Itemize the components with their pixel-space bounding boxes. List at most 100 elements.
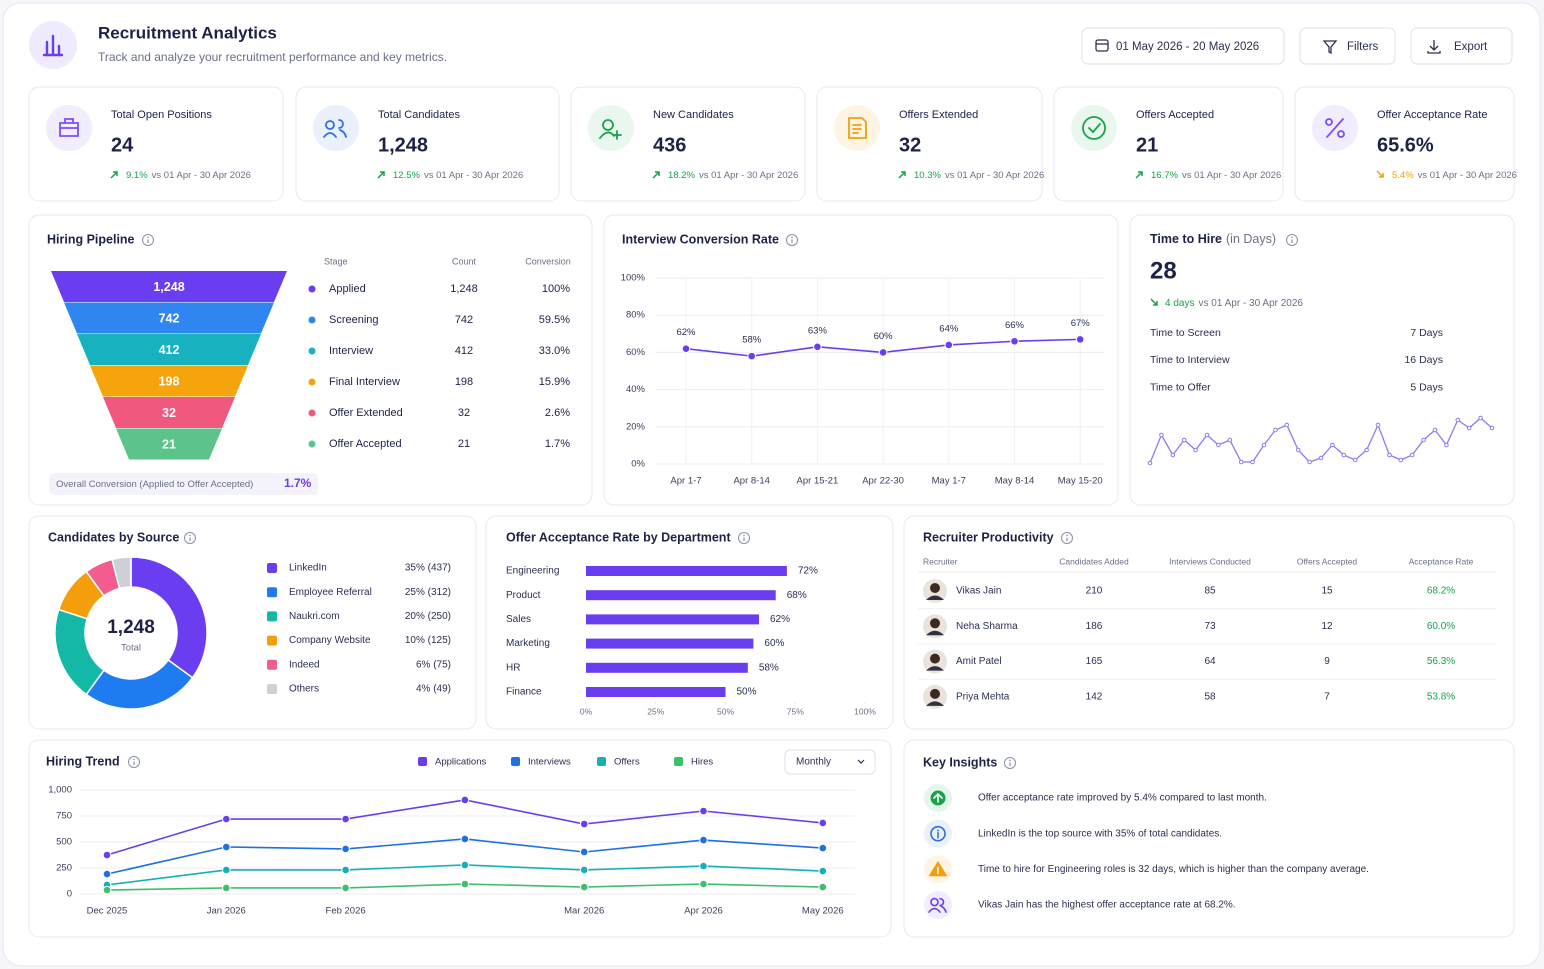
filters-button[interactable] [1299,27,1396,65]
kpi-label: Offer Acceptance Rate [1377,109,1487,121]
filter-icon [1322,40,1338,55]
legend-label: LinkedIn [289,563,327,574]
data-point [579,847,589,857]
x-tick-label: 100% [854,706,876,716]
table-cell: 64 [1204,656,1216,667]
overall-conversion [49,473,318,495]
trend-arrow [1135,171,1143,179]
sparkline-point [1250,459,1255,465]
kpi-change-value: 12.5% [393,170,420,181]
stage-time-label: Time to Screen [1150,327,1221,339]
sparkline-point [1170,452,1176,458]
data-label: 58% [742,335,762,346]
kpi-label: New Candidates [653,109,734,121]
legend-label: Interviews [528,757,571,768]
data-point [460,834,470,844]
sparkline-point [1273,427,1278,433]
sparkline-point [1421,437,1426,443]
data-label: 60% [874,331,894,342]
sparkline-point [1330,442,1335,448]
sparkline-point [1318,455,1324,461]
card [903,739,1515,938]
table-cell: 7 [1324,692,1330,703]
y-tick-label: 250 [56,863,72,874]
data-point [818,818,828,828]
data-point [813,342,822,352]
card-title: Key Insights [923,755,997,769]
kpi-label: Offers Extended [899,109,978,121]
sparkline-point [1216,442,1221,448]
stage-time-value: 5 Days [1410,381,1443,393]
export-icon [1427,40,1441,54]
stage-conversion: 100% [542,283,570,295]
category-label: Sales [506,614,531,625]
legend-label: Applications [435,757,486,768]
legend-swatch [267,611,277,622]
info-icon [142,234,154,246]
card-title: Offer Acceptance Rate by Department [506,530,731,544]
header-icon-glyph [42,34,64,57]
funnel-stage [116,428,222,460]
date-range-button[interactable] [1081,27,1285,65]
y-tick-label: 40% [626,384,646,395]
funnel-stage [51,271,287,302]
data-label: 63% [808,325,828,336]
y-tick-label: 0% [631,459,645,470]
data-point [579,865,589,875]
x-tick-label: May 15-20 [1058,476,1103,487]
funnel-label: 32 [162,406,176,420]
data-point [341,844,350,854]
y-tick-label: 20% [626,421,646,432]
kpi-change: 12.5% vs 01 Apr - 30 Apr 2026 [393,170,523,181]
sparkline-point [1307,459,1312,465]
legend-value: 35% (437) [405,563,451,574]
stage-name: Interview [329,345,373,357]
data-point [747,351,757,361]
insight-icon [924,891,952,920]
kpi-change-value: 5.4% [1392,170,1414,181]
data-point [944,340,954,350]
kpi-value: 32 [899,134,921,156]
insight-text: Time to hire for Engineering roles is 32… [978,864,1369,875]
trend-arrow [1150,298,1158,306]
kpi-icon [313,105,359,151]
column-header: Interviews Conducted [1169,556,1251,566]
time-to-hire-value: 28 [1150,257,1177,284]
info-icon [147,236,149,239]
funnel-stage [77,334,261,365]
info-icon [189,534,191,537]
time-to-hire-change: 4 days vs 01 Apr - 30 Apr 2026 [1165,298,1303,309]
kpi-icon-glyph [323,119,347,138]
bar-label: 58% [759,662,779,673]
x-tick-label: May 8-14 [995,476,1035,487]
card [28,86,284,202]
kpi-icon-glyph [1325,118,1345,138]
export-button[interactable] [1410,27,1513,65]
stage-count: 21 [458,438,470,450]
info-icon [738,532,750,544]
legend-swatch [267,659,277,670]
data-point [341,865,350,875]
kpi-change: 18.2% vs 01 Apr - 30 Apr 2026 [668,170,798,181]
category-label: Finance [506,687,542,698]
info-icon [1286,234,1298,246]
legend-label: Employee Referral [289,587,372,598]
insight-icon-glyph [928,897,947,913]
legend-label: Hires [691,757,713,768]
column-header: Acceptance Rate [1409,556,1474,566]
period-dropdown[interactable] [784,749,876,775]
sparkline-point [1352,457,1358,463]
sparkline-point [1284,422,1290,428]
funnel-label: 412 [159,343,180,357]
avatar-body [926,666,944,671]
info-icon [184,532,196,544]
insight-icon-glyph [930,825,946,842]
data-point [818,882,828,892]
info-icon [1291,236,1293,239]
sparkline-point [1375,422,1381,428]
table-cell: 165 [1086,656,1103,667]
data-point [878,348,888,357]
overall-label: Overall Conversion (Applied to Offer Acc… [56,479,253,490]
trend-arrow [898,171,906,179]
kpi-label: Total Open Positions [111,109,212,121]
